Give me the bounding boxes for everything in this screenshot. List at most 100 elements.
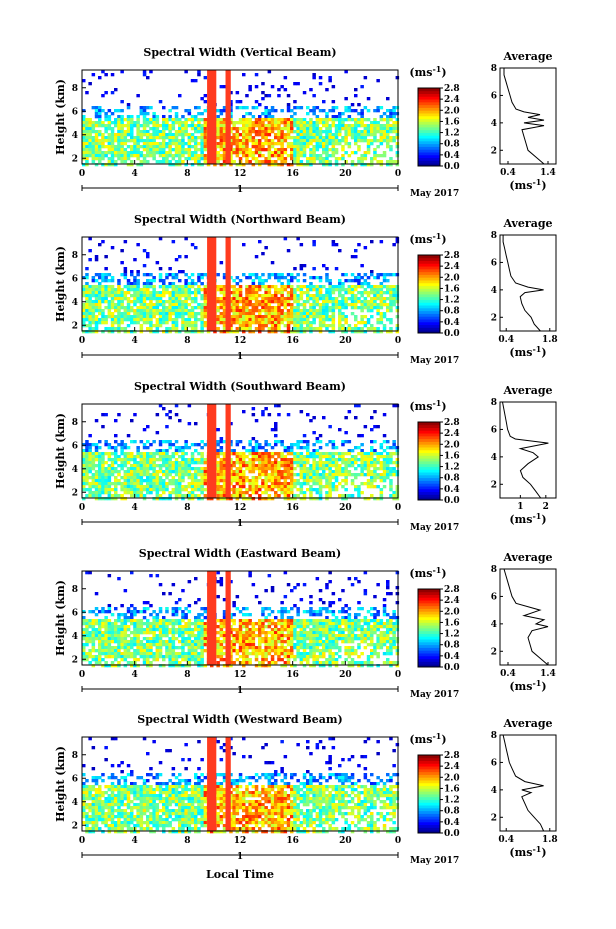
heatmap-cell — [248, 148, 252, 152]
heatmap-cell — [251, 303, 256, 307]
heatmap-cell — [222, 330, 227, 334]
heatmap-cell — [181, 470, 185, 474]
heatmap-cell — [133, 258, 137, 262]
heatmap-cell — [142, 294, 147, 298]
heatmap-cell — [280, 473, 284, 477]
heatmap-cell — [306, 458, 310, 462]
heatmap-cell — [306, 142, 310, 146]
heatmap-cell — [187, 294, 192, 298]
heatmap-cell — [242, 163, 246, 167]
heatmap-cell — [130, 637, 134, 641]
heatmap-cell — [126, 145, 131, 149]
heatmap-cell — [120, 637, 124, 641]
heatmap-cell — [254, 276, 259, 280]
heatmap-cell — [242, 133, 246, 137]
colorbar-step — [418, 449, 440, 454]
heatmap-cell — [306, 130, 310, 134]
heatmap-cell — [354, 285, 358, 289]
heatmap-cell — [184, 330, 188, 334]
heatmap-cell — [120, 488, 124, 492]
heatmap-cell — [312, 431, 316, 435]
heatmap-cell — [360, 321, 364, 325]
colorbar-step — [418, 157, 440, 161]
heatmap-cell — [203, 494, 208, 498]
heatmap-cell — [139, 133, 144, 137]
heatmap-cell — [277, 309, 281, 313]
heatmap-cell — [331, 476, 336, 480]
heatmap-cell — [91, 279, 96, 283]
heatmap-cell — [178, 315, 182, 319]
heatmap-cell — [325, 291, 329, 295]
heatmap-cell — [101, 109, 105, 113]
heatmap-cell — [85, 458, 89, 462]
heatmap-cell — [318, 434, 323, 438]
heatmap-cell — [107, 485, 112, 489]
heatmap-cell — [370, 270, 374, 274]
heatmap-cell — [216, 452, 220, 456]
heatmap-cell — [88, 461, 92, 465]
heatmap-cell — [110, 246, 115, 250]
heatmap-cell — [123, 318, 128, 322]
heatmap-cell — [197, 318, 201, 322]
heatmap-cell — [254, 318, 259, 322]
heatmap-cell — [341, 485, 345, 489]
heatmap-cell — [251, 449, 256, 453]
heatmap-cell — [117, 324, 121, 328]
heatmap-cell — [107, 163, 112, 167]
x-tick-label: 4 — [132, 169, 138, 179]
heatmap-cell — [155, 321, 160, 325]
heatmap-cell — [296, 279, 300, 283]
heatmap-cell — [229, 497, 233, 501]
heatmap-cell — [133, 318, 137, 322]
heatmap-cell — [158, 133, 163, 137]
colorbar-step — [418, 438, 440, 442]
heatmap-cell — [309, 142, 313, 146]
heatmap-cell — [88, 482, 92, 486]
heatmap-cell — [382, 434, 387, 438]
heatmap-cell — [187, 422, 192, 426]
heatmap-cell — [386, 467, 390, 471]
heatmap-cell — [331, 136, 336, 140]
heatmap-cell — [222, 121, 227, 125]
heatmap-cell — [389, 485, 393, 489]
heatmap-cell — [98, 294, 102, 298]
heatmap-cell — [331, 142, 336, 146]
heatmap-cell — [146, 467, 150, 471]
colorbar-step — [418, 138, 440, 142]
heatmap-cell — [91, 649, 96, 653]
heatmap-cell — [98, 658, 102, 662]
heatmap-cell — [290, 154, 294, 158]
heatmap-cell — [344, 431, 348, 435]
heatmap-cell — [357, 291, 361, 295]
heatmap-cell — [130, 115, 134, 119]
heatmap-cell — [165, 291, 169, 295]
heatmap-cell — [290, 130, 294, 134]
panel-title: Spectral Width (Eastward Beam) — [139, 547, 341, 560]
heatmap-cell — [258, 494, 262, 498]
heatmap-cell — [350, 482, 355, 486]
heatmap-cell — [242, 452, 246, 456]
heatmap-cell — [123, 619, 128, 623]
heatmap-cell — [162, 121, 166, 125]
heatmap-cell — [341, 440, 345, 444]
heatmap-cell — [280, 148, 284, 152]
heatmap-cell — [181, 151, 185, 155]
heatmap-cell — [386, 464, 390, 468]
heatmap-cell — [123, 649, 128, 653]
heatmap-cell — [114, 640, 118, 644]
date-label: May 2017 — [410, 189, 459, 199]
heatmap-cell — [200, 127, 204, 131]
heatmap-cell — [370, 273, 374, 277]
heatmap-cell — [181, 458, 185, 462]
heatmap-cell — [379, 461, 384, 465]
heatmap-cell — [235, 476, 240, 480]
heatmap-cell — [126, 634, 131, 638]
heatmap-cell — [219, 163, 224, 167]
heatmap-cell — [114, 658, 118, 662]
heatmap-cell — [328, 294, 332, 298]
heatmap-cell — [219, 485, 224, 489]
y-tick-label: 6 — [72, 274, 78, 284]
heatmap-cell — [190, 467, 195, 471]
heatmap-cell — [229, 118, 233, 122]
heatmap-cell — [386, 476, 390, 480]
